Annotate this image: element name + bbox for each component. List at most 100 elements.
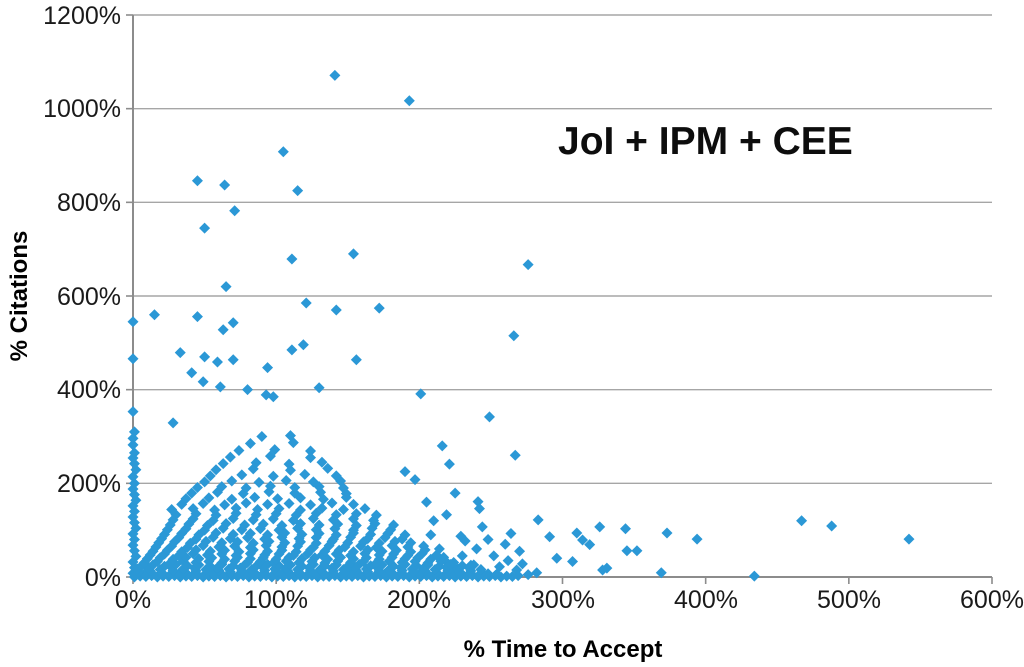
x-tick-label: 400% <box>674 586 738 614</box>
data-point <box>483 411 495 423</box>
chart-annotation: JoI + IPM + CEE <box>558 120 853 163</box>
data-point <box>286 253 298 265</box>
data-point <box>262 362 274 374</box>
data-point <box>532 514 544 526</box>
data-point <box>190 544 202 556</box>
data-point <box>567 556 579 568</box>
data-point <box>233 445 245 457</box>
y-axis-title: % Citations <box>6 230 33 362</box>
data-point <box>272 493 284 505</box>
data-point <box>577 534 589 546</box>
data-point <box>166 504 178 516</box>
data-point <box>448 556 460 568</box>
data-point <box>216 481 228 493</box>
data-point <box>512 570 524 582</box>
data-point <box>269 444 281 456</box>
data-point <box>313 519 325 531</box>
data-point <box>522 259 534 271</box>
data-point <box>186 487 198 499</box>
data-point <box>373 302 385 314</box>
data-point <box>491 568 503 580</box>
data-point <box>283 458 295 470</box>
data-point <box>443 458 455 470</box>
data-point <box>748 570 760 582</box>
data-point <box>240 482 252 494</box>
data-point <box>347 546 359 558</box>
data-point <box>204 470 216 482</box>
data-point <box>347 248 359 260</box>
data-point <box>482 534 494 546</box>
data-point <box>441 509 453 521</box>
data-point <box>436 440 448 452</box>
data-point <box>501 570 513 582</box>
data-point <box>203 492 215 504</box>
data-point <box>359 503 371 515</box>
data-point <box>350 354 362 366</box>
data-point <box>200 535 212 547</box>
data-point <box>388 519 400 531</box>
data-point <box>289 482 301 494</box>
data-point <box>300 297 312 309</box>
data-point <box>276 519 288 531</box>
y-tick-label: 800% <box>57 189 121 217</box>
data-point <box>399 466 411 478</box>
data-point <box>619 523 631 535</box>
data-point <box>219 179 231 191</box>
data-point <box>247 537 259 549</box>
data-point <box>826 520 838 532</box>
data-point <box>505 527 517 539</box>
data-point <box>242 384 254 396</box>
data-point <box>347 498 359 510</box>
data-point <box>508 330 520 342</box>
data-point <box>220 281 232 293</box>
data-point <box>244 527 256 539</box>
data-point <box>571 527 583 539</box>
data-point <box>691 533 703 545</box>
data-point <box>473 503 485 515</box>
x-axis-title: % Time to Accept <box>463 636 663 663</box>
data-point <box>180 493 192 505</box>
y-tick-label: 0% <box>84 564 121 592</box>
data-point <box>127 406 139 418</box>
data-point <box>516 558 528 570</box>
data-point <box>471 543 483 555</box>
data-point <box>219 499 231 511</box>
data-point <box>199 351 211 363</box>
data-point <box>244 438 256 450</box>
data-point <box>370 509 382 521</box>
data-point <box>257 518 269 530</box>
data-point <box>330 304 342 316</box>
data-point <box>330 509 342 521</box>
data-point <box>403 95 415 107</box>
data-point <box>214 381 226 393</box>
data-point <box>190 508 202 520</box>
data-point <box>148 309 160 321</box>
x-tick-label: 0% <box>114 586 152 614</box>
data-point <box>459 535 471 547</box>
data-point <box>307 476 319 488</box>
data-point <box>531 567 543 579</box>
data-point <box>186 367 198 379</box>
data-point <box>326 497 338 509</box>
data-point <box>499 538 511 550</box>
x-tick-label: 100% <box>244 586 308 614</box>
data-point <box>292 185 304 197</box>
data-point <box>127 439 139 451</box>
data-point <box>796 515 808 527</box>
data-point <box>256 431 268 442</box>
data-point <box>329 69 341 81</box>
data-point <box>283 497 295 509</box>
data-point <box>584 539 596 551</box>
data-point <box>297 339 309 351</box>
data-point <box>509 449 521 461</box>
data-point <box>418 540 430 552</box>
data-point <box>468 559 480 571</box>
data-point <box>431 549 443 561</box>
data-point <box>316 456 328 468</box>
data-point <box>456 560 468 572</box>
data-point <box>267 470 279 482</box>
data-point <box>420 496 432 508</box>
data-point <box>128 447 140 459</box>
data-point <box>167 417 179 429</box>
